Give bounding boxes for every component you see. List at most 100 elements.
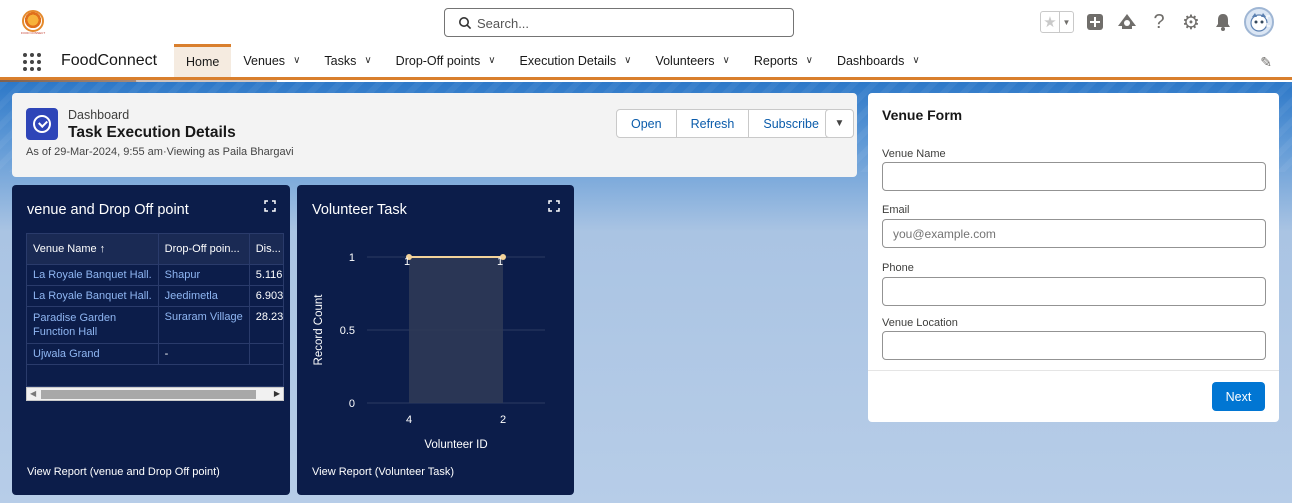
phone-field[interactable]: [882, 277, 1266, 306]
venue-location-field[interactable]: [882, 331, 1266, 360]
view-report-link[interactable]: View Report (venue and Drop Off point): [27, 466, 220, 478]
chevron-down-icon[interactable]: ∨: [293, 55, 301, 66]
tab-label: Reports: [753, 53, 798, 68]
global-header: FOOD CONNECT ★ ▼ ? ⚙: [0, 0, 1292, 44]
tab-drop-off-points[interactable]: Drop-Off points ∨: [384, 44, 508, 77]
more-actions-dropdown[interactable]: ▼: [825, 109, 854, 138]
tab-volunteers[interactable]: Volunteers ∨: [643, 44, 741, 77]
chevron-down-icon[interactable]: ▼: [1062, 17, 1071, 27]
favorites-control[interactable]: ★ ▼: [1040, 11, 1074, 33]
dropoff-link[interactable]: Jeedimetla: [158, 285, 250, 307]
y-tick-label: 0.5: [340, 325, 355, 337]
table-row: La Royale Banquet Hall. Jeedimetla 6.903: [27, 285, 283, 307]
tab-label: Home: [186, 55, 220, 69]
email-field[interactable]: [882, 219, 1266, 248]
star-icon[interactable]: ★: [1041, 12, 1060, 32]
app-logo[interactable]: [22, 10, 44, 32]
trailhead-icon[interactable]: [1116, 11, 1138, 33]
tab-tasks[interactable]: Tasks ∨: [312, 44, 383, 77]
tab-execution-details[interactable]: Execution Details ∨: [508, 44, 644, 77]
dashboard-icon: [26, 108, 58, 140]
open-button[interactable]: Open: [617, 110, 677, 137]
venue-link[interactable]: La Royale Banquet Hall.: [27, 264, 159, 286]
horizontal-scrollbar[interactable]: ◀ ▶: [26, 387, 284, 401]
venue-link[interactable]: Ujwala Grand: [27, 343, 159, 365]
gear-icon[interactable]: ⚙: [1182, 11, 1200, 34]
venue-form: Venue Form Venue Name Email Phone Venue …: [868, 93, 1279, 422]
venue-link[interactable]: La Royale Banquet Hall.: [27, 285, 159, 307]
scroll-right-arrow-icon[interactable]: ▶: [273, 389, 280, 398]
form-divider: [868, 370, 1279, 371]
table-row: La Royale Banquet Hall. Shapur 5.116: [27, 264, 283, 286]
table-row: Ujwala Grand - -: [27, 343, 283, 365]
chevron-down-icon[interactable]: ∨: [624, 55, 632, 66]
help-icon[interactable]: ?: [1153, 10, 1165, 33]
dashboard-kicker: Dashboard: [68, 108, 130, 122]
widget-title: venue and Drop Off point: [27, 202, 189, 218]
y-tick-label: 1: [349, 252, 355, 264]
chevron-down-icon[interactable]: ∨: [488, 55, 496, 66]
tab-label: Volunteers: [655, 53, 715, 68]
distance-cell: 5.116: [249, 264, 283, 286]
chevron-down-icon[interactable]: ∨: [364, 55, 372, 66]
tab-label: Execution Details: [519, 53, 617, 68]
expand-icon[interactable]: [548, 200, 560, 212]
app-launcher-icon[interactable]: [23, 53, 41, 71]
venue-link[interactable]: Paradise Garden Function Hall: [27, 306, 159, 344]
app-nav-bar: FoodConnect Home Venues ∨ Tasks ∨ Drop-Off po…: [0, 44, 1292, 80]
dropoff-link[interactable]: Shapur: [158, 264, 250, 286]
refresh-button[interactable]: Refresh: [677, 110, 750, 137]
global-actions-plus-icon[interactable]: [1084, 11, 1106, 33]
edit-nav-pencil-icon[interactable]: ✎: [1260, 54, 1272, 70]
dashboard-subtitle: As of 29-Mar-2024, 9:55 am·Viewing as Pa…: [26, 146, 294, 158]
column-header-distance[interactable]: Dis...: [249, 234, 283, 265]
user-avatar[interactable]: [1244, 7, 1274, 37]
data-label: 1: [404, 256, 410, 268]
next-button[interactable]: Next: [1212, 382, 1265, 411]
expand-icon[interactable]: [264, 200, 276, 212]
x-axis-title: Volunteer ID: [424, 439, 487, 451]
tab-home[interactable]: Home: [174, 44, 232, 77]
bell-icon[interactable]: [1212, 11, 1234, 33]
column-header-drop-off-point[interactable]: Drop-Off poin...: [158, 234, 250, 265]
data-label: 1: [497, 256, 503, 268]
tab-venues[interactable]: Venues ∨: [231, 44, 312, 77]
volunteer-task-widget: Volunteer Task 1 0.5 0 1 4 1 2 Volunteer ID Reco…: [297, 185, 574, 495]
widget-title: Volunteer Task: [312, 202, 407, 218]
dashboard-button-group: Open Refresh Subscribe: [616, 109, 834, 138]
tab-dashboards[interactable]: Dashboards ∨: [825, 44, 932, 77]
chevron-down-icon[interactable]: ∨: [722, 55, 730, 66]
dashboard-header: Dashboard Task Execution Details As of 2…: [12, 93, 857, 177]
nav-tabs: Home Venues ∨ Tasks ∨ Drop-Off points ∨ Executi…: [174, 44, 932, 77]
tab-label: Venues: [243, 53, 286, 68]
y-tick-label: 0: [349, 398, 355, 410]
column-header-venue-name[interactable]: Venue Name ↑: [27, 234, 159, 265]
tab-label: Tasks: [324, 53, 357, 68]
venue-table: Venue Name ↑ Drop-Off poin... Dis... La …: [26, 233, 284, 387]
venue-name-label: Venue Name: [882, 148, 946, 160]
chevron-down-icon[interactable]: ∨: [805, 55, 813, 66]
chevron-down-icon[interactable]: ∨: [912, 55, 920, 66]
dropoff-link[interactable]: Suraram Village: [158, 306, 250, 344]
tab-label: Drop-Off points: [395, 53, 481, 68]
dashboard-title: Task Execution Details: [68, 124, 236, 141]
chevron-down-icon: ▼: [834, 118, 845, 129]
view-report-link[interactable]: View Report (Volunteer Task): [312, 466, 455, 478]
data-point: [500, 254, 506, 260]
subscribe-button[interactable]: Subscribe: [763, 116, 819, 131]
venue-name-field[interactable]: [882, 162, 1266, 191]
x-tick-label: 4: [406, 414, 412, 426]
form-title: Venue Form: [882, 107, 963, 123]
search-input[interactable]: [477, 13, 777, 33]
dropoff-cell: -: [158, 343, 250, 365]
volunteer-task-chart: 1 0.5 0 1 4 1 2 Volunteer ID Record Count: [313, 252, 545, 451]
global-search[interactable]: [444, 8, 794, 37]
scroll-left-arrow-icon[interactable]: ◀: [30, 389, 37, 398]
scrollbar-thumb[interactable]: [41, 390, 256, 399]
phone-label: Phone: [882, 262, 914, 274]
tab-reports[interactable]: Reports ∨: [742, 44, 825, 77]
tab-label: Dashboards: [836, 53, 905, 68]
distance-cell: 28.23: [249, 306, 283, 344]
series-area: [409, 257, 503, 403]
distance-cell: 6.903: [249, 285, 283, 307]
